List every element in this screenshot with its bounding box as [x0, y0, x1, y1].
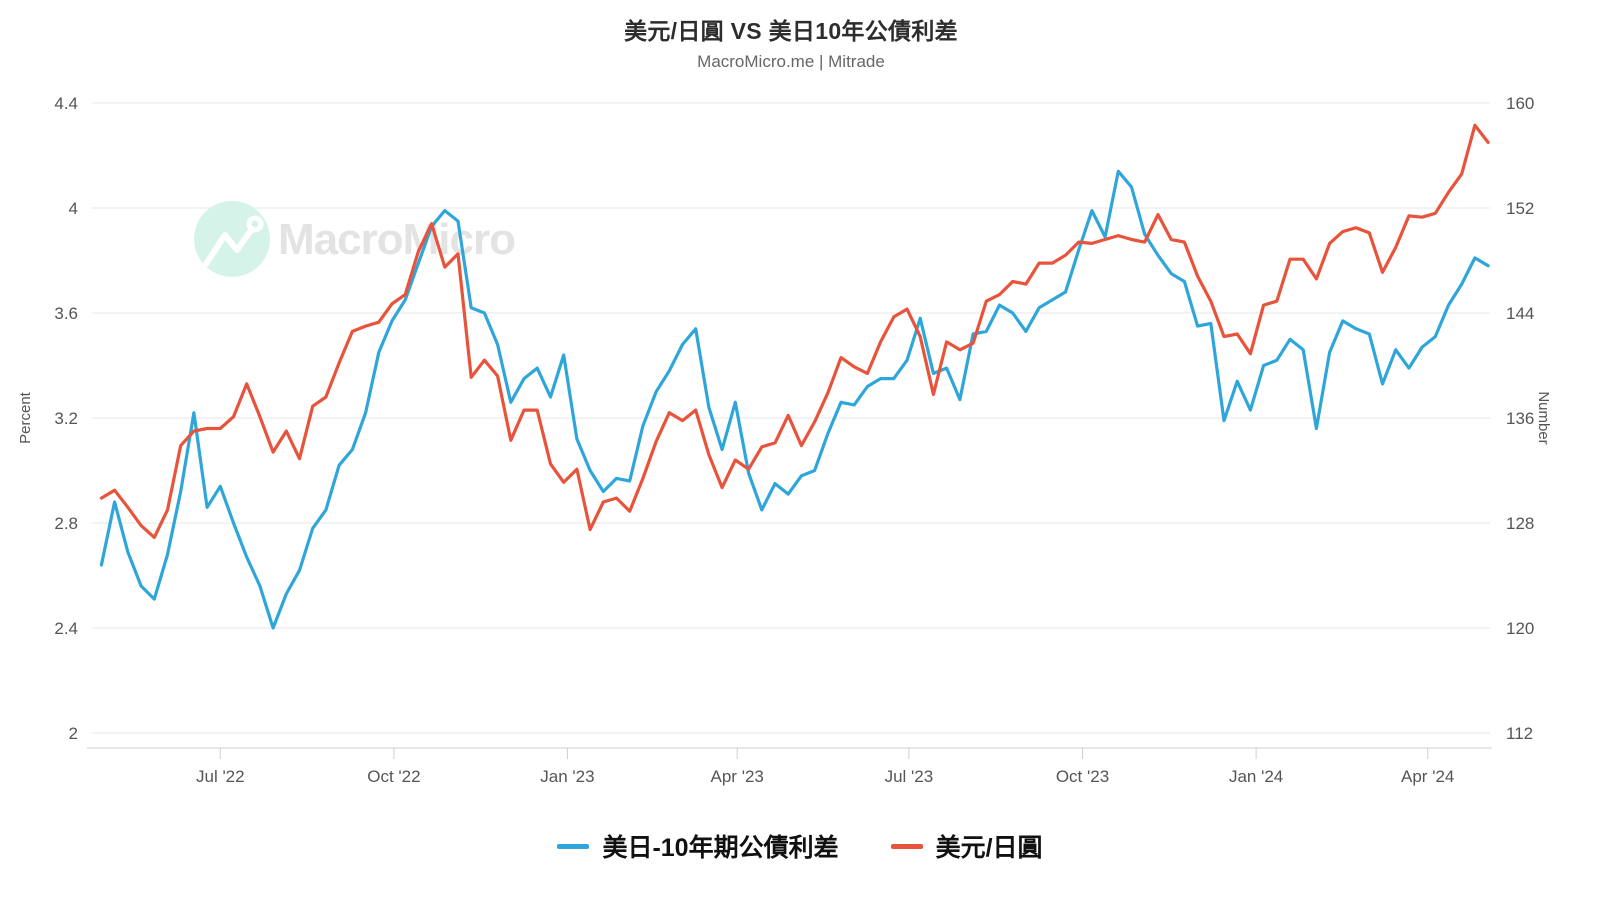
watermark-text: MacroMicro: [278, 215, 515, 264]
y-axis-tick-label-right: 144: [1506, 304, 1534, 323]
y-axis-tick-label-right: 128: [1506, 514, 1534, 533]
y-axis-tick-label-left: 2.8: [54, 514, 78, 533]
x-axis-tick-label: Jan '24: [1229, 767, 1283, 786]
axis-layer: Jul '22 Oct '22 Jan '23 Apr '23 Jul '23 Oct '…: [54, 94, 1534, 786]
y-axis-tick-label-left: 2.4: [54, 619, 78, 638]
series-line-spread: [99, 169, 1490, 630]
y-axis-tick-label-right: 120: [1506, 619, 1534, 638]
watermark-zigzag-icon: [203, 226, 255, 267]
x-axis-tick-label: Jul '22: [196, 767, 245, 786]
left-axis-title: Percent: [17, 391, 34, 444]
x-axis-tick-label: Apr '24: [1401, 767, 1454, 786]
y-axis-tick-label-left: 3.2: [54, 409, 78, 428]
series-layer: [99, 123, 1490, 630]
plot-area[interactable]: [92, 98, 1490, 748]
legend-label-usdjpy: 美元/日圓: [935, 834, 1043, 862]
y-axis-tick-label-right: 136: [1506, 409, 1534, 428]
gridlines: [92, 102, 1490, 734]
y-axis-tick-label-right: 160: [1506, 94, 1534, 113]
x-axis-tick-label: Jan '23: [540, 767, 594, 786]
legend-swatch-usdjpy: [890, 843, 923, 849]
x-axis-tick-label: Jul '23: [885, 767, 934, 786]
watermark-logo: MacroMicro: [194, 201, 516, 277]
series-line-usdjpy: [99, 123, 1490, 539]
legend-item-spread[interactable]: 美日-10年期公債利差: [557, 828, 839, 864]
legend-label-spread: 美日-10年期公債利差: [602, 834, 839, 862]
x-axis-tick-label: Oct '23: [1056, 767, 1109, 786]
right-axis-title: Number: [1535, 391, 1552, 444]
legend-swatch-spread: [557, 843, 590, 849]
watermark-ring-icon: [246, 215, 264, 233]
y-axis-tick-label-left: 2: [69, 724, 78, 743]
y-axis-tick-label-left: 4.4: [54, 94, 78, 113]
y-axis-tick-label-left: 4: [69, 199, 78, 218]
chart-subtitle: MacroMicro.me | Mitrade: [697, 52, 885, 71]
chart-legend: 美日-10年期公債利差 美元/日圓: [0, 828, 1600, 864]
x-axis-tick-label: Apr '23: [711, 767, 764, 786]
y-axis-tick-label-left: 3.6: [54, 304, 78, 323]
legend-item-usdjpy[interactable]: 美元/日圓: [890, 828, 1043, 864]
y-axis-tick-label-right: 112: [1506, 724, 1533, 743]
y-axis-tick-label-right: 152: [1506, 199, 1534, 218]
chart-title: 美元/日圓 VS 美日10年公債利差: [624, 18, 958, 44]
x-axis-tick-label: Oct '22: [367, 767, 420, 786]
